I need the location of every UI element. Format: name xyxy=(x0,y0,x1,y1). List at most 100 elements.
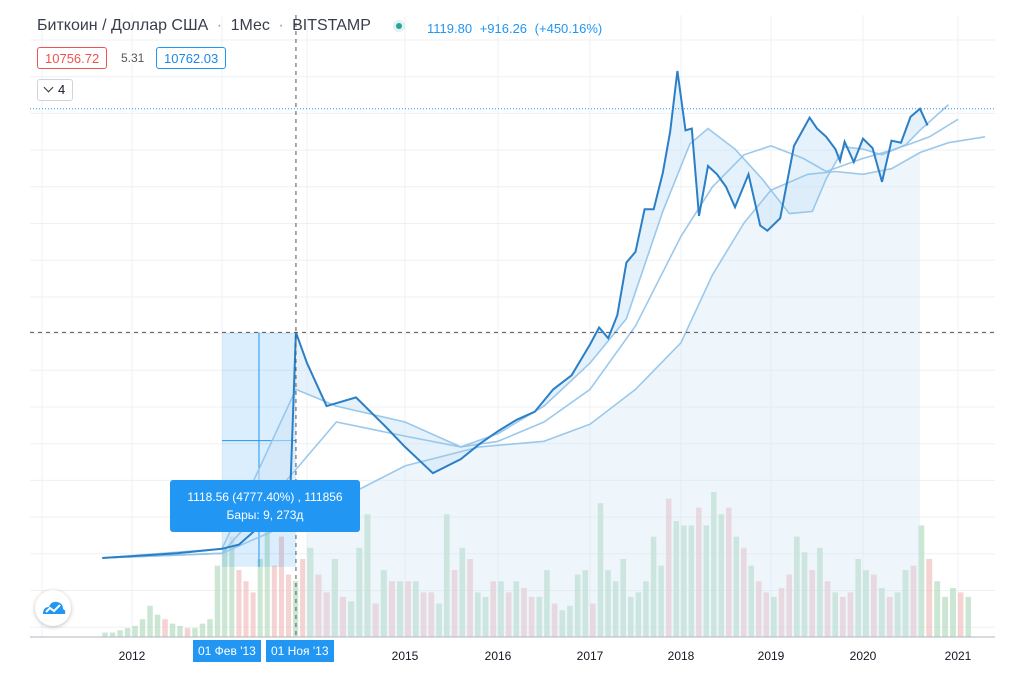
volume-bar xyxy=(459,547,466,637)
volume-bar xyxy=(331,558,338,637)
legend-change: +916.26 xyxy=(479,21,528,36)
volume-bar xyxy=(117,630,123,637)
volume-bar xyxy=(926,558,933,637)
bid-price-button[interactable]: 10756.72 xyxy=(37,47,108,69)
volume-bar xyxy=(451,570,458,637)
volume-bar xyxy=(528,596,535,637)
volume-bar xyxy=(559,610,566,637)
x-tick-label: 2016 xyxy=(485,649,512,663)
price-line xyxy=(102,70,929,559)
volume-bar xyxy=(855,558,861,637)
ma-area-fill xyxy=(307,152,920,638)
volume-bar xyxy=(801,552,808,637)
volume-bar xyxy=(965,596,971,637)
volume-bar xyxy=(544,570,550,637)
volume-bar xyxy=(348,601,355,637)
volume-bar xyxy=(250,592,256,637)
volume-bar xyxy=(620,558,627,637)
volume-bar xyxy=(199,623,206,637)
volume-bar xyxy=(490,581,497,637)
x-tick-label: 2020 xyxy=(850,649,877,663)
volume-bar xyxy=(673,521,680,637)
volume-bar xyxy=(574,574,581,637)
legend-value: 1119.80 xyxy=(427,21,473,36)
volume-bar xyxy=(264,503,270,637)
volume-bar xyxy=(918,525,925,637)
volume-bar xyxy=(934,581,941,637)
volume-bar xyxy=(505,592,512,637)
volume-bar xyxy=(863,570,869,637)
volume-bar xyxy=(658,565,664,637)
volume-bar xyxy=(356,547,363,637)
volume-bar xyxy=(109,632,116,637)
volume-bar xyxy=(590,603,596,637)
legend-separator: · xyxy=(278,17,284,34)
volume-bar xyxy=(886,596,893,637)
moving-average-line xyxy=(102,104,950,559)
volume-bar xyxy=(536,596,543,637)
volume-bar xyxy=(718,514,725,637)
measure-tooltip: 1118.56 (4777.40%) , 111856 Бары: 9, 273… xyxy=(170,480,360,532)
volume-bar xyxy=(154,614,161,637)
volume-bar xyxy=(824,581,831,637)
volume-bar xyxy=(809,570,816,637)
volume-bar xyxy=(405,581,411,637)
indicators-toggle-button[interactable]: 4 xyxy=(37,79,74,101)
spread-value: 5.31 xyxy=(121,51,145,65)
cloud-chart-icon[interactable] xyxy=(35,590,71,626)
volume-bar xyxy=(521,587,527,637)
exchange-label: BITSTAMP xyxy=(292,17,371,34)
volume-bar xyxy=(482,596,489,637)
moving-average-line xyxy=(102,118,959,559)
volume-bar xyxy=(957,592,964,637)
chevron-down-icon xyxy=(43,82,54,93)
volume-bar xyxy=(139,619,146,637)
volume-bar xyxy=(878,587,885,637)
volume-bar xyxy=(214,565,221,637)
legend-values: 1119.80 +916.26 (+450.16%) xyxy=(427,21,606,36)
volume-bar xyxy=(315,574,322,637)
volume-bar xyxy=(870,574,877,637)
volume-bar xyxy=(840,596,846,637)
volume-bar xyxy=(222,547,228,637)
volume-bar xyxy=(271,565,277,637)
volume-bar xyxy=(300,558,306,637)
volume-bar xyxy=(147,605,153,637)
volume-bar xyxy=(257,558,263,637)
symbol-name: Биткоин / Доллар США xyxy=(37,17,209,34)
volume-bar xyxy=(635,592,642,637)
volume-bar xyxy=(942,596,949,637)
volume-bar xyxy=(177,625,183,637)
volume-bar xyxy=(650,536,657,637)
volume-bar xyxy=(236,570,242,637)
volume-bar xyxy=(124,628,131,637)
volume-bar xyxy=(910,565,917,637)
volume-bar xyxy=(771,596,777,637)
volume-bar xyxy=(711,492,717,637)
volume-bar xyxy=(474,592,481,637)
indicators-count: 4 xyxy=(58,82,66,97)
volume-bar xyxy=(894,592,901,637)
volume-bar xyxy=(323,592,330,637)
volume-bar xyxy=(243,581,249,637)
volume-bar xyxy=(605,570,611,637)
x-tick-label: 2015 xyxy=(392,649,419,663)
volume-bar xyxy=(733,536,740,637)
volume-bar xyxy=(665,498,672,637)
x-selection-end-label: 01 Ноя '13 xyxy=(266,640,334,662)
symbol-legend[interactable]: Биткоин / Доллар США · 1Мес · BITSTAMP xyxy=(37,17,371,35)
x-tick-label: 2021 xyxy=(945,649,972,663)
volume-bar xyxy=(703,525,710,637)
volume-bar xyxy=(443,514,450,637)
ask-price-button[interactable]: 10762.03 xyxy=(156,47,227,69)
volume-bar xyxy=(428,592,435,637)
volume-bar xyxy=(643,581,649,637)
volume-bar xyxy=(582,570,589,637)
volume-bar xyxy=(950,587,956,637)
measure-tooltip-line1: 1118.56 (4777.40%) , 111856 xyxy=(187,490,343,504)
volume-bar xyxy=(192,628,198,637)
volume-bar xyxy=(794,536,800,637)
volume-bar xyxy=(612,581,619,637)
volume-bar xyxy=(307,547,314,637)
